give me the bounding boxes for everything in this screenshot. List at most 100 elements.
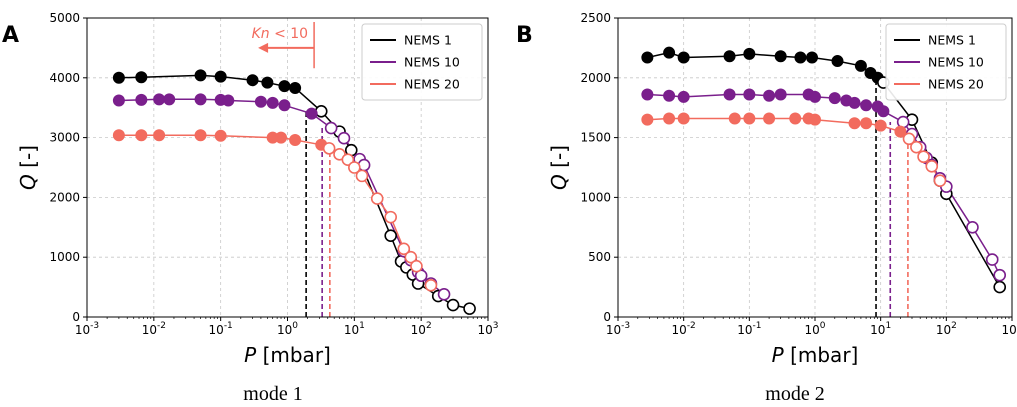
panel-b-y-axis-unit: [-] xyxy=(547,145,571,168)
panel-b-ticks: 10-310-210-11001011021030500100015002000… xyxy=(580,11,1017,337)
panel-b-filled-point xyxy=(794,51,807,64)
panel-a-y-tick-label: 5000 xyxy=(49,11,80,25)
panel-a-filled-point xyxy=(163,93,176,106)
panel-a-x-axis-symbol: P xyxy=(244,343,257,367)
panel-b-filled-point xyxy=(743,112,756,125)
panel-b-filled-point xyxy=(831,55,844,68)
panel-a-filled-point xyxy=(135,71,148,84)
panel-a-filled-point xyxy=(194,69,207,82)
panel-b-filled-point xyxy=(728,112,741,125)
panel-a-filled-point xyxy=(275,131,288,144)
panel-b-filled-point xyxy=(641,113,654,126)
panel-b-open-point xyxy=(966,221,979,234)
panel-b-open-point xyxy=(925,160,939,173)
kn-symbol: Kn xyxy=(252,26,270,42)
panel-a-filled-point xyxy=(254,95,267,108)
panel-a-filled-point xyxy=(246,74,259,87)
panel-b-x-tick-base: 10 xyxy=(804,323,819,337)
panel-a-x-tick-label: 10-3 xyxy=(75,321,99,337)
panel-b-filled-point xyxy=(723,50,736,63)
panel-a-filled-point xyxy=(278,99,291,112)
panel-b-x-tick-exponent: -1 xyxy=(752,321,761,331)
panel-b-legend-entry: NEMS 1 xyxy=(928,33,976,48)
panel-b-y-tick-label: 500 xyxy=(588,250,611,264)
panel-a-x-tick-exponent: 2 xyxy=(426,321,432,331)
panel-a-x-tick-base: 10 xyxy=(344,323,359,337)
panel-b-open-point xyxy=(917,150,930,164)
panel-a-y-axis-symbol: Q xyxy=(16,174,40,190)
panel-b-x-tick-label: 10-3 xyxy=(606,321,630,337)
panel-b-x-tick-label: 103 xyxy=(1001,321,1017,337)
panel-a-filled-point xyxy=(261,76,274,89)
panel-a-filled-point xyxy=(135,93,148,106)
panel-a-filled-point xyxy=(305,107,318,120)
panel-b-filled-point xyxy=(743,47,756,60)
panel-a-filled-point xyxy=(222,94,235,107)
panel-a-y-tick-label: 1000 xyxy=(49,250,80,264)
panel-b-filled-point xyxy=(641,51,654,64)
panel-a-filled-point xyxy=(153,93,166,106)
panel-b-filled-point xyxy=(877,105,890,118)
panel-b-x-tick-base: 10 xyxy=(606,323,621,337)
panel-a-x-tick-base: 10 xyxy=(477,323,492,337)
panel-b-x-axis-label: P [mbar] xyxy=(772,343,859,367)
panel-a-open-point xyxy=(384,229,397,242)
panel-b-filled-point xyxy=(677,90,690,103)
panel-b-x-tick-exponent: 2 xyxy=(951,321,957,331)
panel-b-filled-point xyxy=(663,112,676,125)
panel-a-x-tick-exponent: 1 xyxy=(359,321,365,331)
panel-a-x-tick-label: 10-1 xyxy=(209,321,233,337)
panel-a-points xyxy=(112,69,476,315)
panel-a-x-tick-label: 100 xyxy=(277,321,298,337)
panel-b-cutoff-lines xyxy=(875,82,909,317)
panel-b-filled-point xyxy=(743,88,756,101)
panel-a-x-tick-base: 10 xyxy=(411,323,426,337)
panel-b-legend-entry: NEMS 20 xyxy=(928,77,984,92)
panel-b-x-tick-base: 10 xyxy=(737,323,752,337)
panel-b-filled-point xyxy=(789,112,802,125)
panel-a-open-point xyxy=(384,210,397,224)
panel-a-open-point xyxy=(446,298,460,312)
panel-b-x-tick-exponent: 0 xyxy=(820,321,826,331)
panel-a-open-point xyxy=(463,302,476,315)
panel-b-y-tick-label: 0 xyxy=(603,310,611,324)
panel-b-chart: B 10-310-210-110010110210305001000150020… xyxy=(516,11,1017,405)
panel-b-filled-point xyxy=(828,92,841,105)
panel-a-filled-point xyxy=(153,129,166,142)
panel-b-y-tick-label: 1500 xyxy=(580,131,611,145)
panel-a-x-tick-exponent: -3 xyxy=(90,321,99,331)
panel-b-x-tick-label: 10-1 xyxy=(737,321,761,337)
panel-a-open-point xyxy=(322,142,336,155)
panel-b-filled-point xyxy=(723,88,736,101)
panel-a-y-tick-label: 0 xyxy=(72,310,80,324)
panel-a-filled-point xyxy=(266,96,279,109)
panel-a-caption: mode 1 xyxy=(243,383,302,405)
panel-a-x-tick-label: 102 xyxy=(411,321,432,337)
panel-a-filled-point xyxy=(214,70,227,83)
panel-label-b: B xyxy=(516,23,533,48)
panel-b-y-tick-label: 2000 xyxy=(580,71,611,85)
panel-a-y-tick-label: 3000 xyxy=(49,131,80,145)
panel-a-legend-entry: NEMS 10 xyxy=(404,55,460,70)
panel-b-filled-point xyxy=(763,89,776,102)
panel-b-x-tick-base: 10 xyxy=(1001,323,1016,337)
panel-b-filled-point xyxy=(663,89,676,102)
panel-a-x-tick-exponent: -2 xyxy=(157,321,166,331)
panel-a-filled-point xyxy=(112,129,125,142)
panel-a-open-point xyxy=(355,169,369,183)
panel-a-filled-point xyxy=(278,80,291,93)
panel-b-filled-point xyxy=(860,99,873,112)
panel-b-legend-entry: NEMS 10 xyxy=(928,55,984,70)
panel-b-y-tick-label: 1000 xyxy=(580,190,611,204)
panel-a-x-tick-exponent: 0 xyxy=(292,321,298,331)
panel-a-filled-point xyxy=(289,133,302,146)
panel-b-filled-point xyxy=(763,112,776,125)
panel-a-y-axis-unit: [-] xyxy=(16,145,40,168)
panel-a-open-point xyxy=(397,242,411,256)
panel-a-open-point xyxy=(348,161,361,174)
panel-a-x-tick-exponent: 3 xyxy=(493,321,499,331)
panel-b-x-tick-exponent: 1 xyxy=(885,321,891,331)
panel-b-y-axis-symbol: Q xyxy=(547,174,571,190)
panel-a-kn-annotation: Kn < 10 xyxy=(252,22,315,69)
panel-a-open-point xyxy=(324,121,338,135)
